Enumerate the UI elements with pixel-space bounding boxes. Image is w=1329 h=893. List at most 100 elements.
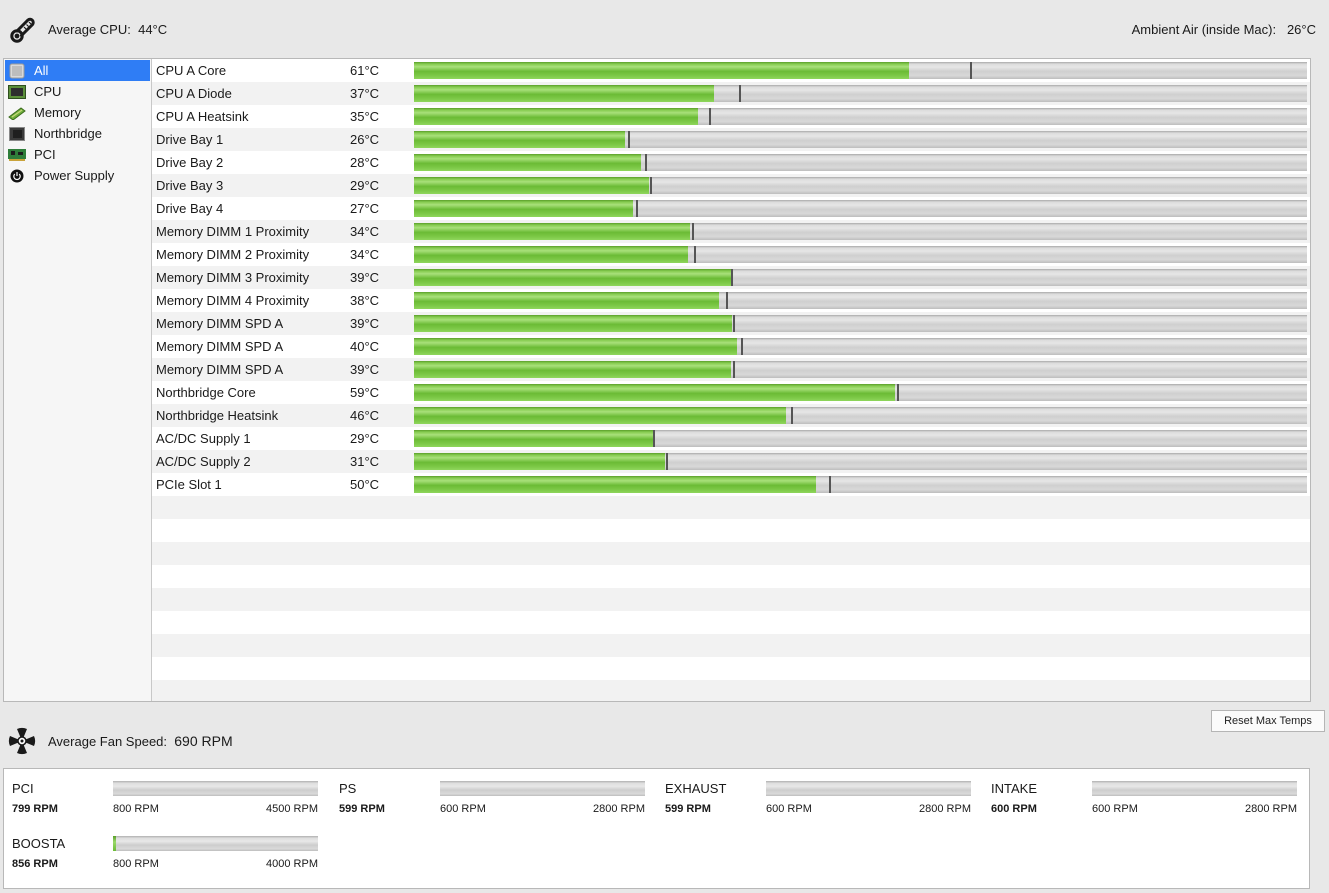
sensor-temperature: 37°C [350, 86, 380, 101]
cpu-chip-icon [8, 84, 26, 100]
ambient-air-value: 26°C [1286, 22, 1316, 37]
temperature-bar [414, 315, 1307, 332]
sidebar-item-label: PCI [34, 147, 56, 162]
sensor-name: Drive Bay 3 [156, 178, 224, 193]
sensor-row[interactable]: PCIe Slot 1 50°C [152, 473, 1310, 496]
max-temperature-marker [666, 453, 668, 470]
sensor-temperature: 40°C [350, 339, 380, 354]
empty-row [152, 657, 1310, 680]
sensor-name: Northbridge Heatsink [156, 408, 279, 423]
sensor-row[interactable]: AC/DC Supply 1 29°C [152, 427, 1310, 450]
sensor-row[interactable]: Drive Bay 4 27°C [152, 197, 1310, 220]
sensor-row[interactable]: Memory DIMM 2 Proximity 34°C [152, 243, 1310, 266]
sensor-name: Drive Bay 1 [156, 132, 224, 147]
sensor-temperature: 38°C [350, 293, 380, 308]
sensor-row[interactable]: Memory DIMM SPD A 39°C [152, 358, 1310, 381]
average-cpu-readout: Average CPU: 44°C [48, 22, 167, 37]
sensor-temperature: 26°C [350, 132, 380, 147]
sensor-row[interactable]: CPU A Heatsink 35°C [152, 105, 1310, 128]
sensor-row[interactable]: Northbridge Core 59°C [152, 381, 1310, 404]
sensor-temperature: 28°C [350, 155, 380, 170]
fan-current-rpm: 599 RPM [339, 803, 385, 815]
power-icon [8, 168, 26, 184]
sidebar-item-label: Northbridge [34, 126, 102, 141]
empty-row [152, 611, 1310, 634]
sensor-list: CPU A Core 61°C CPU A Diode 37°C CPU A Heats… [152, 59, 1310, 701]
average-fan-speed-value: 690 RPM [174, 733, 233, 749]
sensor-name: Memory DIMM 2 Proximity [156, 247, 310, 262]
sensor-temperature: 46°C [350, 408, 380, 423]
empty-row [152, 634, 1310, 657]
sensor-row[interactable]: Memory DIMM 1 Proximity 34°C [152, 220, 1310, 243]
sidebar-item-memory[interactable]: Memory [5, 102, 150, 123]
temperature-bar [414, 223, 1307, 240]
fan-min-rpm: 800 RPM [113, 858, 159, 870]
temperature-bar [414, 85, 1307, 102]
fan-panel: PCI 799 RPM 800 RPM 4500 RPM PS 599 RPM 600 RP… [3, 768, 1310, 889]
fan-min-rpm: 600 RPM [1092, 803, 1138, 815]
sensor-row[interactable]: CPU A Diode 37°C [152, 82, 1310, 105]
fan-speed-bar [113, 781, 318, 796]
fan-icon [8, 727, 36, 755]
temperature-bar [414, 407, 1307, 424]
sensor-name: PCIe Slot 1 [156, 477, 222, 492]
temperature-bar-fill [414, 338, 737, 355]
sensor-category-sidebar: All CPU Memory Northbridge PCI [4, 59, 152, 701]
sidebar-item-all[interactable]: All [5, 60, 150, 81]
max-temperature-marker [970, 62, 972, 79]
average-cpu-value: 44°C [138, 22, 168, 37]
fan-current-rpm: 599 RPM [665, 803, 711, 815]
temperature-bar [414, 384, 1307, 401]
sidebar-item-northbridge[interactable]: Northbridge [5, 123, 150, 144]
max-temperature-marker [709, 108, 711, 125]
fan-name: EXHAUST [665, 781, 727, 796]
reset-max-temps-button[interactable]: Reset Max Temps [1211, 710, 1325, 732]
sensor-row[interactable]: Northbridge Heatsink 46°C [152, 404, 1310, 427]
sensor-temperature: 59°C [350, 385, 380, 400]
fan-min-rpm: 800 RPM [113, 803, 159, 815]
sensor-name: Memory DIMM 1 Proximity [156, 224, 310, 239]
sensor-name: Memory DIMM SPD A [156, 362, 284, 377]
sensor-name: Memory DIMM 4 Proximity [156, 293, 310, 308]
max-temperature-marker [791, 407, 793, 424]
sensor-row[interactable]: Memory DIMM SPD A 40°C [152, 335, 1310, 358]
temperature-bar-fill [414, 177, 649, 194]
max-temperature-marker [897, 384, 899, 401]
temperature-bar-fill [414, 315, 732, 332]
temperature-bar [414, 200, 1307, 217]
sensor-row[interactable]: AC/DC Supply 2 31°C [152, 450, 1310, 473]
temperature-bar-fill [414, 154, 641, 171]
sidebar-item-label: CPU [34, 84, 62, 99]
sidebar-item-label: All [34, 63, 49, 78]
sensor-row[interactable]: Drive Bay 1 26°C [152, 128, 1310, 151]
sensor-name: AC/DC Supply 2 [156, 454, 251, 469]
max-temperature-marker [694, 246, 696, 263]
sidebar-item-pci[interactable]: PCI [5, 144, 150, 165]
empty-row [152, 565, 1310, 588]
max-temperature-marker [726, 292, 728, 309]
fan-max-rpm: 2800 RPM [593, 803, 645, 815]
fan-current-rpm: 856 RPM [12, 858, 58, 870]
sidebar-item-power-supply[interactable]: Power Supply [5, 165, 150, 186]
fan-min-rpm: 600 RPM [440, 803, 486, 815]
temperature-bar [414, 246, 1307, 263]
fan-ps: PS 599 RPM 600 RPM 2800 RPM [339, 770, 649, 815]
fan-intake: INTAKE 600 RPM 600 RPM 2800 RPM [991, 770, 1301, 815]
temperature-bar-fill [414, 453, 665, 470]
sensor-row[interactable]: Memory DIMM 3 Proximity 39°C [152, 266, 1310, 289]
fan-current-rpm: 600 RPM [991, 803, 1037, 815]
fan-speed-bar [440, 781, 645, 796]
sidebar-item-cpu[interactable]: CPU [5, 81, 150, 102]
fan-max-rpm: 4500 RPM [266, 803, 318, 815]
sensor-row[interactable]: Memory DIMM 4 Proximity 38°C [152, 289, 1310, 312]
fan-speed-bar-fill [113, 836, 116, 851]
thermometer-icon [8, 14, 38, 44]
temperature-bar-fill [414, 407, 786, 424]
sensor-temperature: 50°C [350, 477, 380, 492]
sensor-row[interactable]: Drive Bay 3 29°C [152, 174, 1310, 197]
northbridge-chip-icon [8, 126, 26, 142]
sensor-row[interactable]: Drive Bay 2 28°C [152, 151, 1310, 174]
sensor-row[interactable]: CPU A Core 61°C [152, 59, 1310, 82]
max-temperature-marker [829, 476, 831, 493]
sensor-row[interactable]: Memory DIMM SPD A 39°C [152, 312, 1310, 335]
